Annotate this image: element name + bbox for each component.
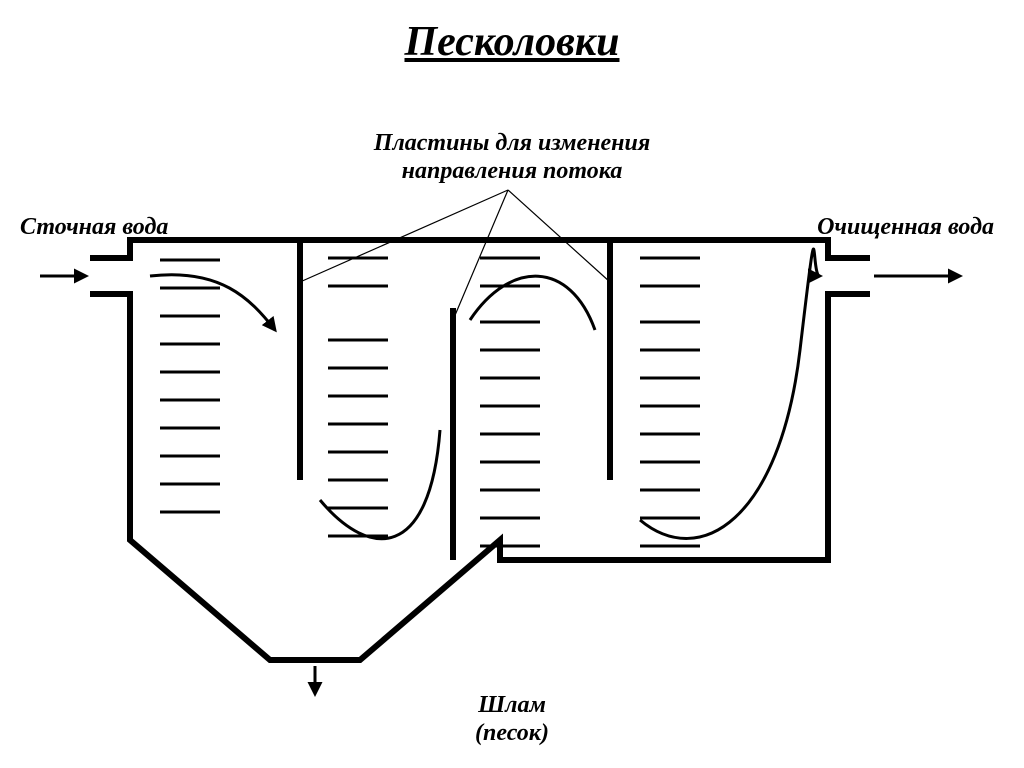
leader-line-2: [453, 190, 508, 320]
flow-arrow-3: [640, 249, 820, 538]
flow-arrow-1: [150, 275, 275, 330]
sand-trap-diagram: [0, 0, 1024, 768]
flow-arrow-2a: [320, 430, 440, 539]
leader-line-1: [300, 190, 508, 282]
tank-outline: [90, 240, 870, 660]
leader-line-3: [508, 190, 610, 282]
